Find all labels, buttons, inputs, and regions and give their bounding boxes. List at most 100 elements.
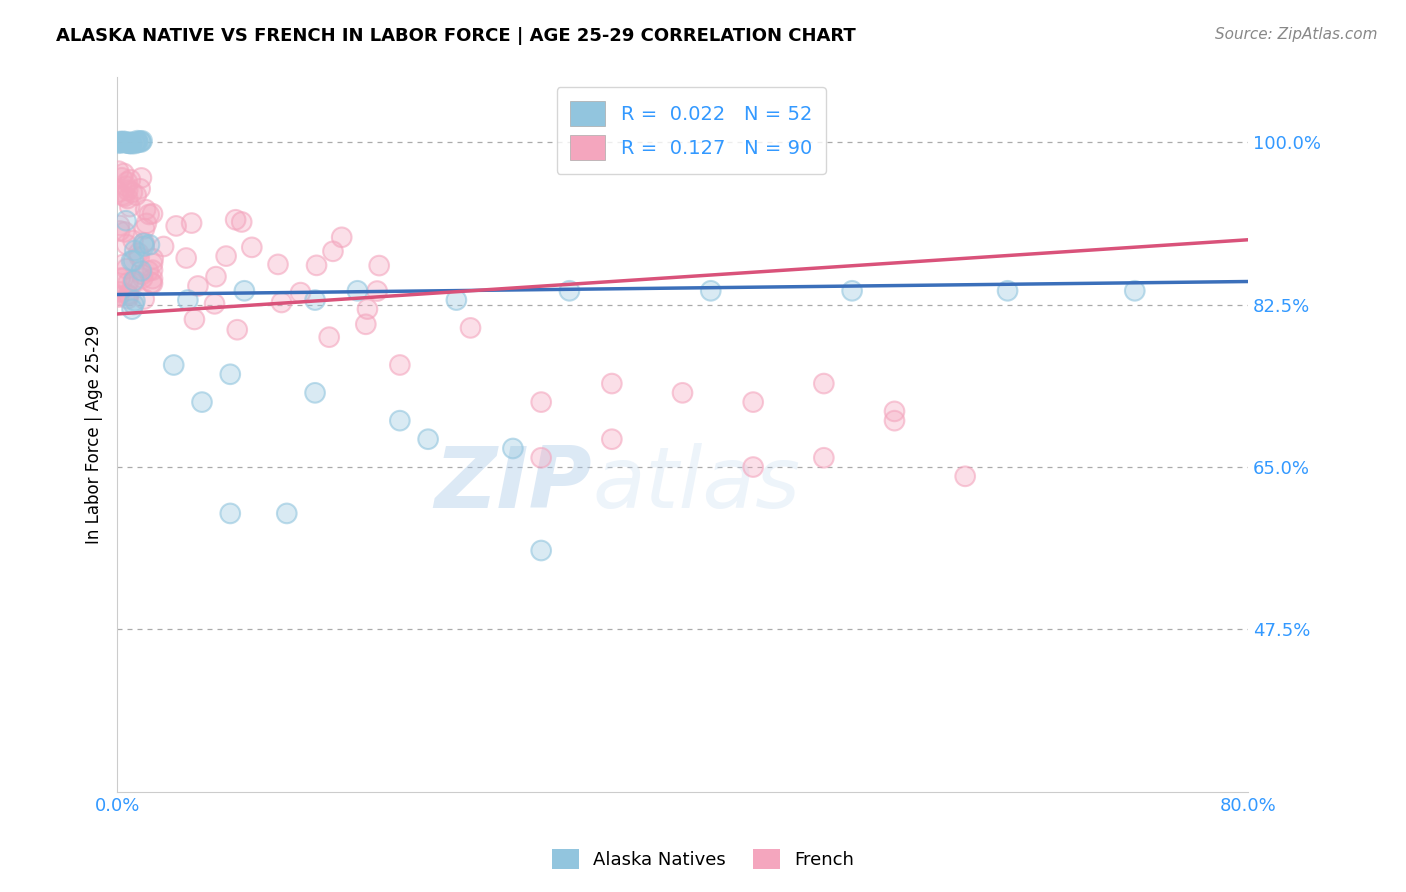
Point [129, 134, 152, 148]
Point [131, 134, 153, 148]
Point [122, 253, 145, 268]
Point [125, 188, 148, 202]
Point [107, 290, 129, 304]
Point [304, 293, 326, 307]
Point [117, 287, 139, 301]
Point [112, 166, 135, 180]
Point [368, 259, 391, 273]
Point [225, 212, 247, 227]
Point [180, 216, 202, 230]
Point [276, 507, 298, 521]
Point [108, 285, 131, 299]
Point [121, 302, 143, 317]
Point [600, 432, 623, 446]
Point [117, 183, 139, 197]
Point [240, 240, 263, 254]
Point [219, 368, 242, 382]
Point [305, 258, 328, 272]
Text: Source: ZipAtlas.com: Source: ZipAtlas.com [1215, 27, 1378, 42]
Point [134, 292, 156, 306]
Point [112, 189, 135, 203]
Text: ZIP: ZIP [434, 443, 592, 526]
Point [118, 200, 141, 214]
Point [446, 293, 468, 307]
Point [304, 385, 326, 400]
Point [132, 271, 155, 285]
Point [122, 253, 145, 268]
Point [240, 240, 263, 254]
Point [318, 330, 340, 344]
Point [121, 253, 143, 268]
Y-axis label: In Labor Force | Age 25-29: In Labor Force | Age 25-29 [86, 325, 103, 544]
Point [219, 507, 242, 521]
Point [129, 134, 152, 148]
Point [134, 235, 156, 250]
Point [121, 186, 143, 200]
Point [165, 219, 187, 233]
Point [215, 249, 238, 263]
Point [117, 192, 139, 206]
Point [219, 368, 242, 382]
Point [883, 414, 905, 428]
Point [124, 293, 146, 308]
Point [114, 136, 136, 150]
Point [502, 442, 524, 456]
Point [141, 276, 163, 290]
Point [152, 239, 174, 253]
Point [121, 253, 143, 268]
Point [124, 274, 146, 288]
Point [141, 256, 163, 270]
Point [107, 164, 129, 178]
Point [127, 134, 149, 148]
Point [138, 207, 160, 221]
Point [115, 261, 138, 276]
Point [122, 274, 145, 288]
Point [124, 274, 146, 288]
Point [177, 293, 200, 307]
Point [141, 263, 163, 277]
Point [107, 288, 129, 302]
Legend: Alaska Natives, French: Alaska Natives, French [543, 839, 863, 879]
Point [346, 284, 368, 298]
Point [112, 134, 135, 148]
Point [700, 284, 723, 298]
Point [141, 207, 163, 221]
Point [191, 395, 214, 409]
Point [813, 376, 835, 391]
Point [883, 404, 905, 418]
Point [141, 277, 163, 291]
Point [1123, 284, 1146, 298]
Point [115, 213, 138, 227]
Point [883, 414, 905, 428]
Point [121, 136, 143, 151]
Point [183, 312, 205, 326]
Point [111, 188, 134, 202]
Point [117, 276, 139, 290]
Point [114, 135, 136, 149]
Point [114, 225, 136, 239]
Point [117, 292, 139, 306]
Point [953, 469, 976, 483]
Point [135, 202, 157, 217]
Point [132, 271, 155, 285]
Point [107, 164, 129, 178]
Point [117, 192, 139, 206]
Point [124, 136, 146, 151]
Point [117, 288, 139, 302]
Point [138, 237, 160, 252]
Point [121, 276, 143, 290]
Point [107, 288, 129, 302]
Point [322, 244, 344, 259]
Point [117, 136, 139, 150]
Point [132, 239, 155, 253]
Point [117, 175, 139, 189]
Point [122, 297, 145, 311]
Point [115, 213, 138, 227]
Point [124, 293, 146, 308]
Point [700, 284, 723, 298]
Point [107, 290, 129, 304]
Point [134, 221, 156, 235]
Point [134, 235, 156, 250]
Point [112, 257, 135, 271]
Point [121, 302, 143, 317]
